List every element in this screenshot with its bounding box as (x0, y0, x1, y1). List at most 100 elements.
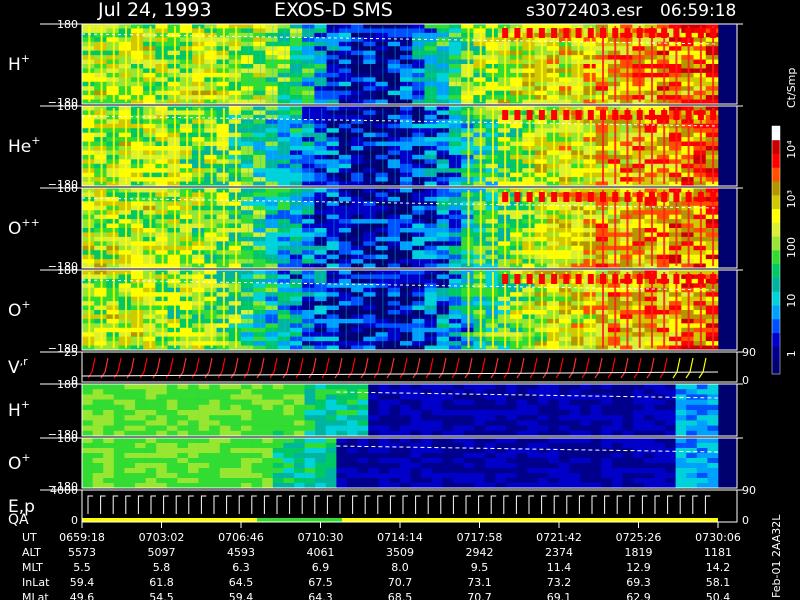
panel-ep: E,pQA 4000 0 90 0 (8, 484, 756, 528)
colorbar-swatch (772, 194, 780, 210)
colorbar-tick: 10³ (785, 190, 798, 208)
colorbar-swatch (772, 346, 780, 361)
y-tick-top: 180 (57, 182, 78, 195)
ephem-value: 68.5 (388, 591, 413, 600)
colorbar-tick: 1 (785, 350, 798, 357)
colorbar-swatch (772, 153, 780, 168)
panel-he: He+180−180 (8, 100, 743, 191)
y-tick-top: 180 (57, 264, 78, 277)
panel-label-sup: + (21, 298, 30, 311)
panel-h2: H+180−180 (8, 378, 743, 441)
ephem-row-name: MLat (22, 591, 49, 600)
y-tick-top: 180 (57, 378, 78, 391)
right-tick-top: 90 (742, 484, 756, 497)
panel-label-sup: + (21, 398, 30, 411)
panel-o2: O+180−180 (8, 432, 743, 493)
ephem-value: 69.1 (547, 591, 572, 600)
panel-label-sup: + (21, 451, 30, 464)
ephem-value: 0714:14 (377, 531, 423, 544)
right-tick-top: 90 (742, 346, 756, 359)
ephem-row-name: ALT (22, 546, 41, 559)
ephem-value: 0721:42 (536, 531, 582, 544)
ephem-value: 0703:02 (139, 531, 185, 544)
ephem-value: 0717:58 (457, 531, 503, 544)
ephem-value: 0710:30 (298, 531, 344, 544)
ephem-value: 1819 (625, 546, 653, 559)
colorbar-swatch (772, 139, 780, 154)
panel-label-sup: ++ (21, 216, 39, 229)
colorbar-tick: 10⁴ (785, 140, 798, 159)
panel-label-sup: + (31, 134, 40, 147)
colorbar-swatch (772, 208, 780, 223)
header-time: 06:59:18 (660, 1, 736, 21)
ephem-value: 2374 (545, 546, 573, 559)
y-tick-top: 180 (57, 18, 78, 31)
y-tick-top: 180 (57, 432, 78, 445)
ephem-value: 69.3 (626, 576, 651, 589)
ephem-value: 49.6 (70, 591, 95, 600)
ephem-value: 8.0 (391, 561, 409, 574)
panel-h: H+180−180 (8, 18, 743, 109)
colorbar-swatch (772, 291, 780, 306)
right-tick-bottom: 0 (742, 374, 749, 387)
colorbar-tick: 100 (785, 237, 798, 258)
ephem-value: 64.3 (308, 591, 333, 600)
ephem-value: 64.5 (229, 576, 254, 589)
ephem-value: 70.7 (467, 591, 492, 600)
ephem-value: 61.8 (149, 576, 174, 589)
ephem-value: 59.4 (229, 591, 254, 600)
ephem-value: 70.7 (388, 576, 413, 589)
ephem-value: 1181 (704, 546, 732, 559)
ephem-value: 5573 (68, 546, 96, 559)
colorbar-swatch (772, 318, 780, 334)
colorbar-swatch (772, 167, 780, 182)
colorbar-swatch (772, 236, 780, 251)
ephem-value: 4061 (307, 546, 335, 559)
y-tick-bottom: 0 (71, 514, 78, 527)
panel-label: E,p (8, 497, 35, 517)
ephem-value: 0725:26 (616, 531, 662, 544)
header-instrument: EXOS-D SMS (274, 0, 393, 21)
panels: H+180−180He+180−180O++180−180O+180−180V,… (8, 18, 756, 528)
ephem-value: 54.5 (149, 591, 174, 600)
colorbar-swatch (772, 222, 780, 237)
y-tick-bottom: 0 (71, 374, 78, 387)
ephem-value: 58.1 (706, 576, 731, 589)
colorbar-swatch (772, 263, 780, 278)
ephem-row-name: InLat (22, 576, 50, 589)
ephem-row-name: MLT (22, 561, 43, 574)
ephem-value: 12.9 (626, 561, 651, 574)
header-file: s3072403.esr (526, 1, 642, 21)
colorbar-swatch (772, 360, 780, 375)
right-tick-bottom: 0 (742, 514, 749, 527)
y-tick-top: 180 (57, 100, 78, 113)
ephem-value: 6.3 (232, 561, 250, 574)
colorbar-swatch (772, 305, 780, 320)
ephem-value: 0659:18 (59, 531, 105, 544)
ephem-value: 5.5 (73, 561, 91, 574)
colorbar-swatch (772, 250, 780, 265)
ephem-value: 0730:06 (695, 531, 741, 544)
panel-label-sup: + (21, 52, 30, 65)
ephem-value: 6.9 (312, 561, 330, 574)
ephem-value: 62.9 (626, 591, 651, 600)
ephem-value: 2942 (466, 546, 494, 559)
ephem-row-name: UT (22, 531, 37, 544)
colorbar-tick: 10 (785, 294, 798, 308)
panel-opp: O++180−180 (8, 182, 743, 273)
ephem-value: 59.4 (70, 576, 95, 589)
ephemeris-table: UT 0659:18 0703:02 0706:46 0710:30 0714:14 071… (22, 531, 741, 600)
side-label: Feb-01 2AA32L (770, 514, 783, 598)
y-tick-top: 4000 (50, 484, 78, 497)
ephem-value: 5097 (148, 546, 176, 559)
header-date: Jul 24, 1993 (97, 0, 212, 21)
ephem-value: 5.8 (153, 561, 171, 574)
time-axis (81, 522, 719, 528)
ephem-value: 50.4 (706, 591, 731, 600)
colorbar-swatch (772, 277, 780, 292)
ephem-value: 73.2 (547, 576, 572, 589)
ephem-value: 67.5 (308, 576, 333, 589)
ephem-value: 9.5 (471, 561, 489, 574)
